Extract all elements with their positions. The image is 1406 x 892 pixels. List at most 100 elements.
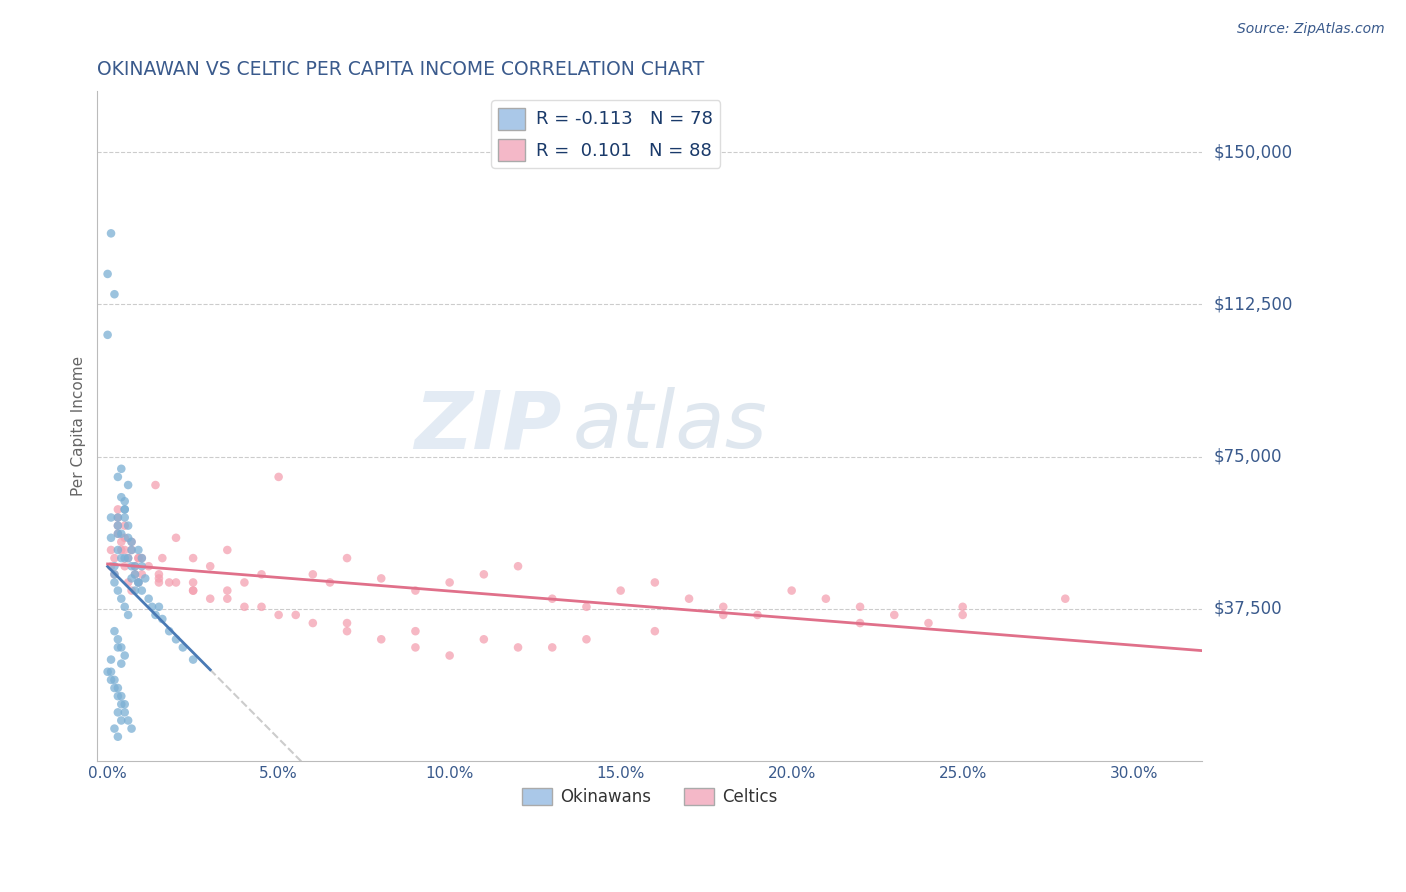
Point xyxy=(472,632,495,647)
Point xyxy=(114,648,136,663)
Point xyxy=(127,575,149,590)
Point xyxy=(107,640,129,655)
Text: $150,000: $150,000 xyxy=(1213,143,1292,161)
Point xyxy=(107,543,129,558)
Point xyxy=(110,526,132,541)
Point xyxy=(107,518,129,533)
Point xyxy=(541,640,564,655)
Point xyxy=(103,722,125,736)
Point xyxy=(114,531,136,545)
Point xyxy=(814,591,837,606)
Point xyxy=(609,583,631,598)
Point xyxy=(138,591,160,606)
Point xyxy=(127,551,149,566)
Point xyxy=(103,673,125,687)
Point xyxy=(114,502,136,516)
Point xyxy=(157,624,180,639)
Point xyxy=(370,632,392,647)
Text: OKINAWAN VS CELTIC PER CAPITA INCOME CORRELATION CHART: OKINAWAN VS CELTIC PER CAPITA INCOME COR… xyxy=(97,60,704,78)
Point xyxy=(148,575,170,590)
Point xyxy=(121,571,143,585)
Text: $75,000: $75,000 xyxy=(1213,448,1282,466)
Point xyxy=(103,287,125,301)
Point xyxy=(110,640,132,655)
Point xyxy=(131,551,153,566)
Point xyxy=(181,551,204,566)
Point xyxy=(301,615,323,630)
Point xyxy=(114,494,136,508)
Point xyxy=(678,591,700,606)
Point xyxy=(506,640,529,655)
Point xyxy=(148,567,170,582)
Point xyxy=(97,665,120,679)
Point xyxy=(145,607,167,622)
Point xyxy=(117,531,139,545)
Point xyxy=(148,571,170,585)
Y-axis label: Per Capita Income: Per Capita Income xyxy=(72,356,86,496)
Point xyxy=(319,575,342,590)
Point xyxy=(124,567,146,582)
Point xyxy=(575,599,598,614)
Point xyxy=(100,559,122,574)
Point xyxy=(110,698,132,712)
Point xyxy=(110,551,132,566)
Point xyxy=(114,706,136,720)
Text: ZIP: ZIP xyxy=(413,387,561,465)
Point xyxy=(124,559,146,574)
Point xyxy=(107,583,129,598)
Point xyxy=(267,470,290,484)
Point xyxy=(439,575,461,590)
Point xyxy=(439,648,461,663)
Point xyxy=(110,462,132,476)
Point xyxy=(370,571,392,585)
Point xyxy=(114,502,136,516)
Point xyxy=(181,575,204,590)
Point xyxy=(150,551,173,566)
Point xyxy=(114,543,136,558)
Point xyxy=(117,478,139,492)
Point xyxy=(200,559,222,574)
Point xyxy=(404,640,426,655)
Point xyxy=(127,551,149,566)
Point xyxy=(103,624,125,639)
Point xyxy=(336,551,359,566)
Point xyxy=(849,615,872,630)
Point xyxy=(114,698,136,712)
Point xyxy=(131,567,153,582)
Point xyxy=(107,518,129,533)
Point xyxy=(107,502,129,516)
Point xyxy=(472,567,495,582)
Point xyxy=(110,543,132,558)
Text: $37,500: $37,500 xyxy=(1213,599,1282,618)
Point xyxy=(711,599,734,614)
Point xyxy=(181,583,204,598)
Point xyxy=(217,543,239,558)
Point xyxy=(121,534,143,549)
Point xyxy=(110,490,132,504)
Point xyxy=(124,559,146,574)
Point xyxy=(250,599,273,614)
Point xyxy=(121,583,143,598)
Point xyxy=(117,607,139,622)
Point xyxy=(150,612,173,626)
Point xyxy=(267,607,290,622)
Point xyxy=(100,673,122,687)
Point xyxy=(103,567,125,582)
Point xyxy=(233,575,256,590)
Point xyxy=(103,559,125,574)
Point xyxy=(711,607,734,622)
Point xyxy=(747,607,769,622)
Point xyxy=(165,575,187,590)
Point xyxy=(157,575,180,590)
Point xyxy=(107,689,129,703)
Point xyxy=(117,551,139,566)
Point xyxy=(404,624,426,639)
Point xyxy=(181,583,204,598)
Point xyxy=(952,607,974,622)
Point xyxy=(541,591,564,606)
Point xyxy=(127,575,149,590)
Text: atlas: atlas xyxy=(572,387,768,465)
Point xyxy=(117,518,139,533)
Point xyxy=(644,575,666,590)
Point xyxy=(575,632,598,647)
